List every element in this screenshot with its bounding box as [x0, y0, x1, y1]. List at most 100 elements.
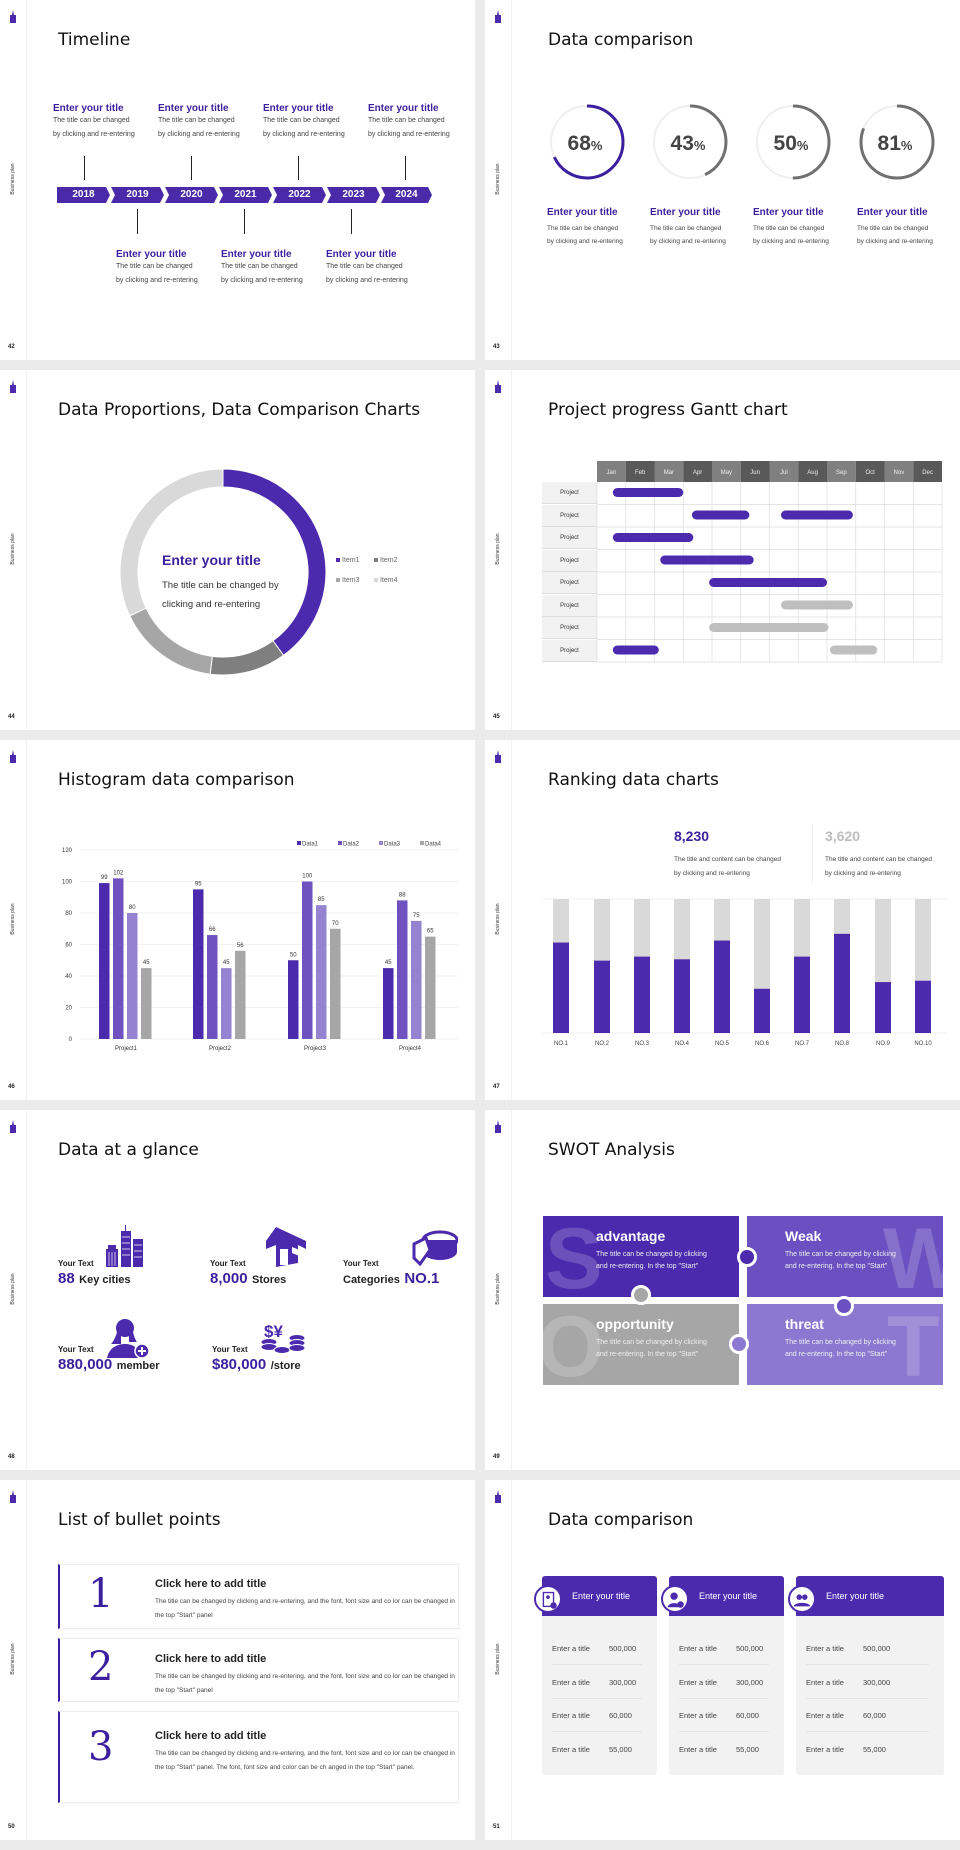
year-segment[interactable]: 2019 [111, 187, 164, 203]
row-label: Enter a title [806, 1744, 844, 1754]
ring-progress [549, 104, 625, 180]
slide-45-gantt[interactable]: Business plan 45 Project progress Gantt … [485, 370, 960, 730]
bar-data-label: 45 [385, 960, 392, 966]
bullet-card[interactable]: 3 Click here to add title The title can be… [58, 1711, 459, 1803]
bar-data-label: 45 [143, 960, 150, 966]
comparison-card[interactable]: Enter your title Enter a title 500,000 Ente… [669, 1576, 784, 1775]
gantt-bar [612, 533, 694, 542]
gantt-month-label: Apr [693, 470, 702, 476]
gantt-row-label[interactable]: Project [542, 617, 597, 639]
slide-title: Timeline [58, 30, 131, 50]
year-segment[interactable]: 2023 [327, 187, 380, 203]
timeline-event: Enter your title The title can be changed… [263, 103, 345, 142]
slide-50-bullets[interactable]: Business plan 50 List of bullet points 1… [0, 1480, 475, 1840]
event-desc: by clicking and re-entering [158, 131, 240, 138]
slide-rail [485, 370, 512, 730]
event-desc: The title can be changed [368, 117, 445, 124]
donut-center-title[interactable]: Enter your title [162, 552, 261, 568]
ring-title[interactable]: Enter your title [547, 207, 618, 218]
histogram-bar [193, 889, 204, 1039]
gantt-row-label[interactable]: Project [542, 482, 597, 504]
year-segment[interactable]: 2024 [381, 187, 432, 203]
row-label: Enter a title [552, 1644, 590, 1653]
slide-48-glance[interactable]: Business plan 48 Data at a glance Your T… [0, 1110, 475, 1470]
year-segment[interactable]: 2020 [165, 187, 218, 203]
bullet-title[interactable]: Click here to add title [155, 1653, 267, 1665]
legend-swatch [336, 558, 340, 563]
x-tick-label: NO.9 [876, 1041, 891, 1047]
event-title[interactable]: Enter your title [368, 103, 439, 114]
gantt-row-label[interactable]: Project [542, 504, 597, 527]
glance-prefix: Categories [343, 1274, 400, 1286]
stat-value-primary: 8,230 [674, 828, 710, 844]
puzzle-knob [729, 1334, 749, 1354]
event-title[interactable]: Enter your title [326, 249, 397, 260]
slide-43-data-comparison[interactable]: Business plan 43 Data comparison 68% 43% 5… [485, 0, 960, 360]
year-segment[interactable]: 2022 [273, 187, 326, 203]
gantt-header-cell [769, 461, 799, 482]
bar-data-label: 102 [113, 870, 124, 876]
histogram-bar [397, 900, 408, 1039]
comparison-card[interactable]: Enter your title Enter a title 500,000 Ente… [542, 1576, 657, 1775]
bullet-desc: The title can be changed by clicking and… [155, 1598, 455, 1619]
desc-line: The title and content can be changed [825, 856, 932, 863]
ring-title[interactable]: Enter your title [857, 207, 928, 218]
event-title[interactable]: Enter your title [221, 249, 292, 260]
ring-title[interactable]: Enter your title [650, 207, 721, 218]
gantt-row-label[interactable]: Project [542, 594, 597, 617]
year-segment[interactable]: 2021 [219, 187, 272, 203]
logo-icon [10, 380, 16, 393]
gantt-bar [781, 510, 853, 520]
coins-icon: $¥ [260, 1322, 306, 1354]
desc-line: The title and content can be changed [674, 856, 781, 863]
svg-text:$¥: $¥ [264, 1322, 283, 1341]
legend-item: Item3 [336, 571, 374, 591]
year-segment[interactable]: 2018 [57, 187, 110, 203]
event-title[interactable]: Enter your title [158, 103, 229, 114]
card-header-title[interactable]: Enter your title [796, 1576, 944, 1616]
gantt-row-label[interactable]: Project [542, 527, 597, 549]
bullet-card[interactable]: 2 Click here to add title The title can be… [58, 1638, 459, 1702]
x-tick-label: NO.8 [835, 1041, 850, 1047]
bullet-title[interactable]: Click here to add title [155, 1578, 267, 1590]
slide-47-ranking[interactable]: Business plan 47 Ranking data charts 8,2… [485, 740, 960, 1100]
gantt-bar [612, 488, 684, 497]
slide-42-timeline[interactable]: Business plan 42 Timeline 2018 2019 2020… [0, 0, 475, 360]
glance-unit: member [116, 1360, 160, 1372]
legend-swatch [297, 841, 301, 845]
slide-46-histogram[interactable]: Business plan 46 Histogram data comparis… [0, 740, 475, 1100]
comparison-card[interactable]: Enter your title Enter a title 500,000 Ente… [796, 1576, 944, 1775]
y-tick-label: 120 [62, 848, 73, 854]
ring-unit: % [591, 138, 603, 153]
x-tick-label: NO.4 [675, 1041, 690, 1047]
ring-unit: % [694, 138, 706, 153]
gantt-row-label[interactable]: Project [542, 572, 597, 594]
gantt-month-label: Aug [807, 470, 818, 476]
event-title[interactable]: Enter your title [263, 103, 334, 114]
logo-icon [495, 1490, 501, 1503]
legend-label: Item3 [342, 577, 360, 584]
sidebar-label: Business plan [495, 1273, 501, 1305]
ring-desc: by clicking and re-entering [857, 238, 933, 245]
histogram-bar [127, 913, 138, 1039]
row-label: Enter a title [679, 1644, 717, 1653]
event-desc: The title can be changed [116, 263, 193, 270]
gantt-chart: Jan Feb Mar Apr May Jun Jul Aug Sep Oct Nov Dec [596, 461, 943, 663]
swot-weakness[interactable]: W Weak The title can be changed by clickin… [747, 1216, 943, 1297]
bullet-card[interactable]: 1 Click here to add title The title can be… [58, 1564, 459, 1629]
ring-title[interactable]: Enter your title [753, 207, 824, 218]
gantt-row-label[interactable]: Project [542, 639, 597, 662]
ranking-bar [834, 933, 850, 1033]
event-title[interactable]: Enter your title [116, 249, 187, 260]
connector-line [351, 209, 352, 234]
bullet-title[interactable]: Click here to add title [155, 1730, 267, 1742]
document-user-icon-glyph [542, 1591, 557, 1609]
gantt-row-label[interactable]: Project [542, 549, 597, 572]
slide-44-donut[interactable]: Business plan 44 Data Proportions, Data … [0, 370, 475, 730]
slide-51-data-comparison[interactable]: Business plan 51 Data comparison Enter y… [485, 1480, 960, 1840]
event-title[interactable]: Enter your title [53, 103, 124, 114]
